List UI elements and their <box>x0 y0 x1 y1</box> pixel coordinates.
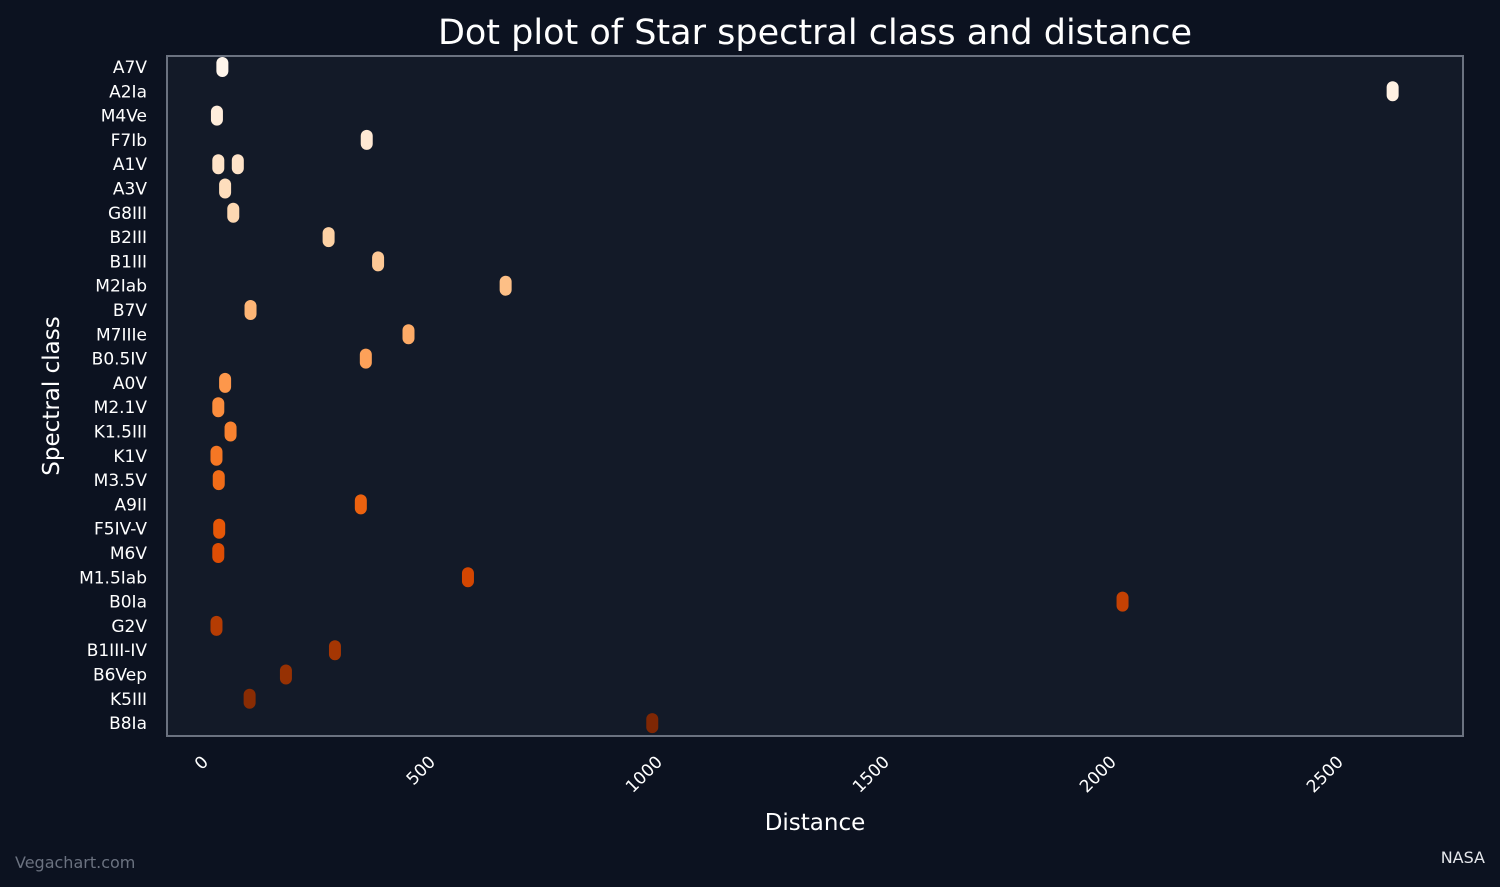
data-point[interactable] <box>210 445 223 466</box>
y-axis-ticks: A7V A2Ia M4Ve F7Ib A1V A3V G8III B2III B1III M2Ia… <box>79 58 147 734</box>
watermark-credit: Vegachart.com <box>15 853 136 872</box>
y-tick-label: B0Ia <box>109 593 147 613</box>
data-point[interactable] <box>219 178 232 199</box>
data-point[interactable] <box>216 57 229 77</box>
y-tick-label: F5IV-V <box>94 520 147 540</box>
y-tick-label: M1.5Iab <box>79 568 147 588</box>
y-tick-label: B2III <box>109 228 147 248</box>
y-tick-label: B7V <box>113 301 147 321</box>
data-point[interactable] <box>210 615 223 636</box>
y-tick-label: A7V <box>113 58 147 78</box>
data-point[interactable] <box>354 494 367 515</box>
data-point[interactable] <box>646 713 659 734</box>
data-point[interactable] <box>219 372 232 393</box>
data-point[interactable] <box>224 421 237 442</box>
data-point[interactable] <box>359 348 372 369</box>
y-tick-label: F7Ib <box>111 131 147 151</box>
data-point[interactable] <box>1116 591 1129 612</box>
y-tick-label: K5III <box>110 690 147 710</box>
y-tick-label: M7IIIe <box>96 325 147 345</box>
data-point[interactable] <box>499 275 512 296</box>
x-tick-label: 1500 <box>849 752 894 797</box>
y-tick-label: B8Ia <box>109 714 147 734</box>
data-point[interactable] <box>243 688 256 709</box>
y-tick-label: A3V <box>113 180 147 200</box>
y-tick-label: M3.5V <box>94 471 148 491</box>
y-tick-label: B6Vep <box>93 666 147 686</box>
plot-frame <box>166 55 1464 737</box>
chart-title: Dot plot of Star spectral class and dist… <box>438 13 1192 53</box>
y-tick-label: A1V <box>113 155 147 175</box>
data-point[interactable] <box>402 324 415 345</box>
data-point[interactable] <box>461 567 474 588</box>
x-tick-label: 1000 <box>622 752 667 797</box>
y-axis-label: Spectral class <box>39 316 65 475</box>
y-tick-label: A2Ia <box>109 82 147 102</box>
data-point[interactable] <box>279 664 292 685</box>
y-tick-label: A0V <box>113 374 147 394</box>
data-point[interactable] <box>372 251 385 272</box>
y-tick-label: G8III <box>108 204 147 224</box>
x-tick-label: 2000 <box>1076 752 1121 797</box>
y-tick-label: B1III <box>109 252 147 272</box>
y-tick-label: M2.1V <box>94 398 148 418</box>
y-tick-label: K1.5III <box>94 423 147 443</box>
y-tick-label: M4Ve <box>101 107 147 127</box>
data-point[interactable] <box>360 129 373 150</box>
data-point[interactable] <box>227 202 240 223</box>
plot-area <box>167 56 1463 736</box>
data-point[interactable] <box>328 640 341 661</box>
data-point[interactable] <box>212 154 225 175</box>
y-tick-label: B0.5IV <box>92 350 148 370</box>
y-tick-label: K1V <box>113 447 147 467</box>
data-point[interactable] <box>212 470 225 491</box>
data-point[interactable] <box>322 227 335 248</box>
data-point[interactable] <box>213 518 226 539</box>
source-credit: NASA <box>1440 848 1485 867</box>
data-point[interactable] <box>1386 81 1399 102</box>
x-axis-ticks: 0 500 1000 1500 2000 2500 <box>191 752 1348 797</box>
x-axis-label: Distance <box>765 810 866 836</box>
x-tick-label: 2500 <box>1303 752 1348 797</box>
x-tick-label: 0 <box>191 752 213 774</box>
data-point[interactable] <box>244 300 257 320</box>
y-tick-label: A9II <box>115 495 147 515</box>
data-point[interactable] <box>212 543 225 563</box>
data-point[interactable] <box>231 154 244 175</box>
chart-marks <box>210 57 1399 734</box>
y-tick-label: G2V <box>111 617 147 637</box>
y-tick-label: M2Iab <box>95 277 147 297</box>
y-tick-label: B1III-IV <box>87 641 148 661</box>
data-point[interactable] <box>212 397 225 418</box>
data-point[interactable] <box>210 105 223 126</box>
y-tick-label: M6V <box>110 544 147 564</box>
x-tick-label: 500 <box>403 752 440 789</box>
